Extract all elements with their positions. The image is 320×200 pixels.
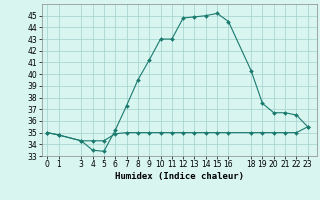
- X-axis label: Humidex (Indice chaleur): Humidex (Indice chaleur): [115, 172, 244, 181]
